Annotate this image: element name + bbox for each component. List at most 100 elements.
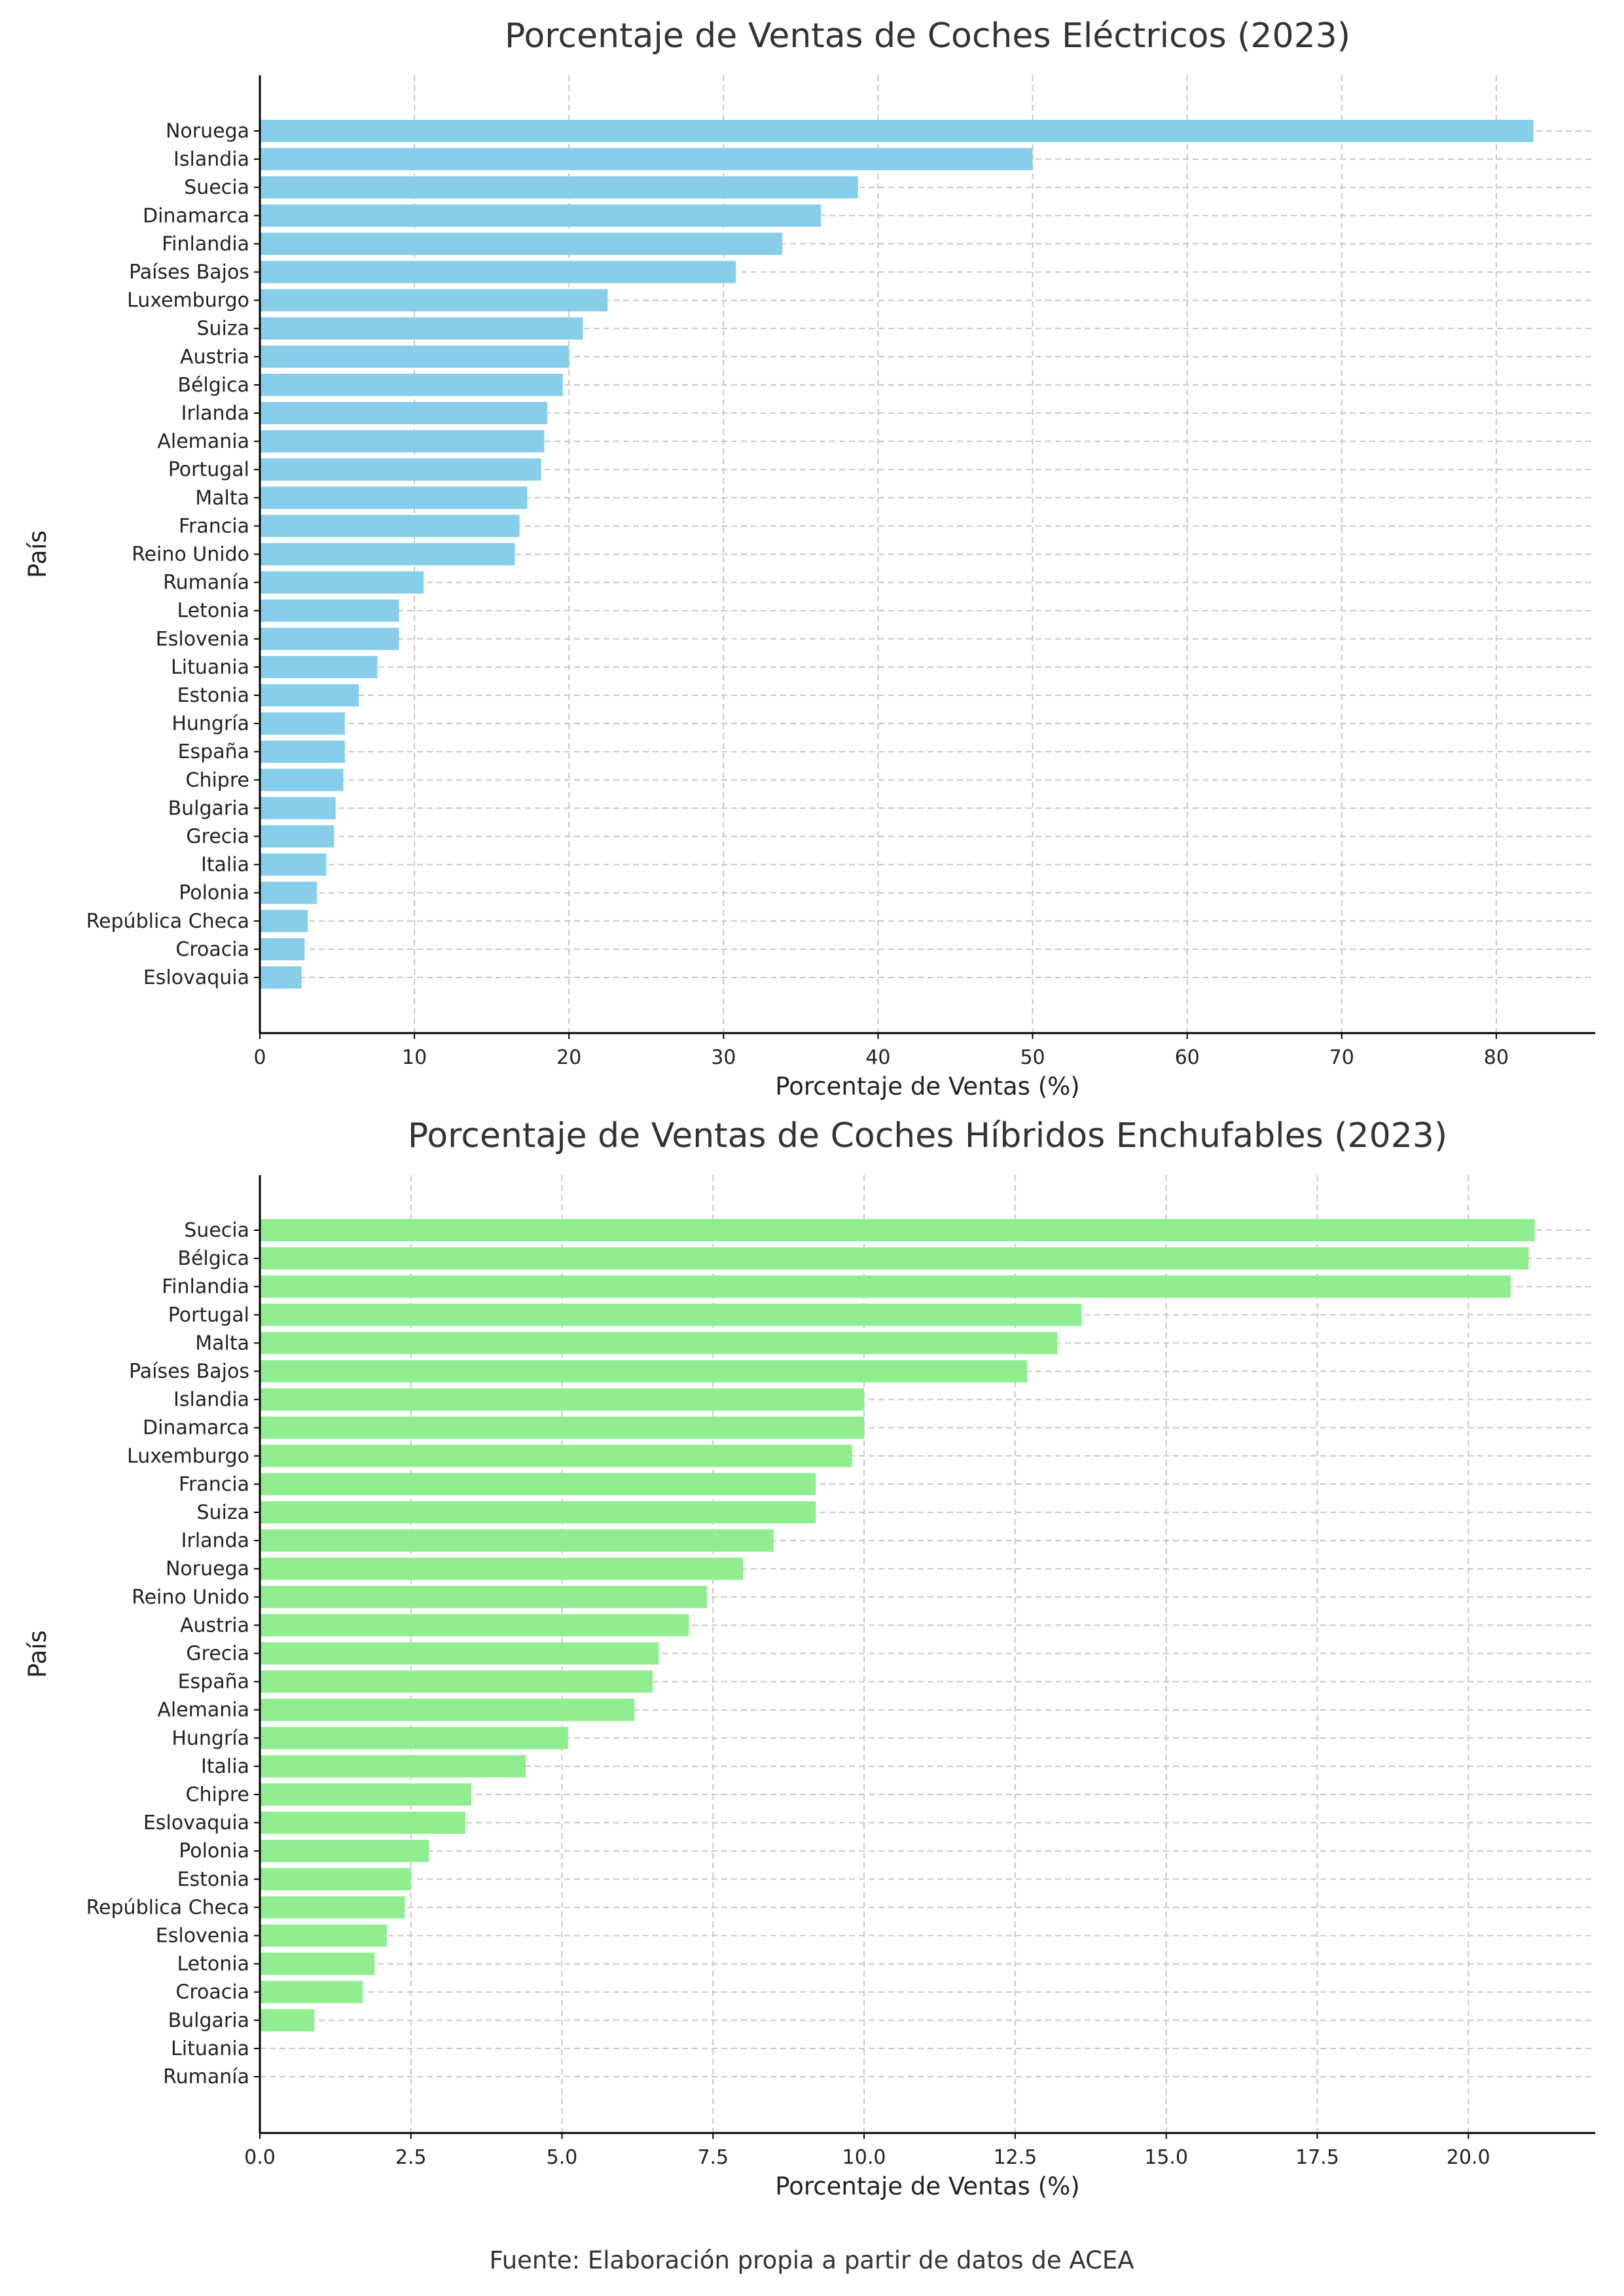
bar-hungria (260, 712, 345, 735)
bar-islandia (260, 148, 1033, 171)
y-tick-label-grecia: Grecia (186, 826, 249, 848)
y-tick-label-finlandia: Finlandia (162, 232, 249, 255)
source-note: Fuente: Elaboración propia a partir de d… (489, 2246, 1134, 2274)
x-tick-label: 5.0 (547, 2146, 578, 2169)
y-tick-label-finlandia: Finlandia (162, 1275, 249, 1298)
y-tick-label-italia: Italia (201, 1755, 249, 1778)
x-tick-label: 7.5 (697, 2146, 729, 2169)
bar-islandia (260, 1388, 865, 1411)
y-tick-label-republica-checa: República Checa (86, 1896, 249, 1919)
y-axis-label: País (24, 530, 52, 578)
bar-belgica (260, 1247, 1529, 1270)
bar-eslovaquia (260, 966, 302, 989)
y-tick-label-republica-checa: República Checa (86, 910, 249, 933)
y-tick-label-bulgaria: Bulgaria (168, 2009, 249, 2032)
x-tick-label: 17.5 (1295, 2146, 1339, 2169)
bar-paises-bajos (260, 1360, 1028, 1383)
bar-grecia (260, 1642, 659, 1665)
y-tick-label-letonia: Letonia (177, 1953, 250, 1976)
y-tick-label-letonia: Letonia (177, 600, 250, 623)
x-tick-label: 10 (402, 1046, 427, 1069)
y-tick-label-lituania: Lituania (171, 656, 249, 679)
y-tick-label-estonia: Estonia (177, 1868, 249, 1891)
y-tick-label-luxemburgo: Luxemburgo (127, 1445, 249, 1468)
bar-alemania (260, 430, 545, 453)
bar-eslovenia (260, 627, 399, 650)
bar-austria (260, 345, 569, 368)
bar-reino-unido (260, 543, 515, 566)
y-tick-label-noruega: Noruega (166, 120, 249, 143)
x-axis-label: Porcentaje de Ventas (%) (775, 2172, 1079, 2200)
bar-suecia (260, 1219, 1535, 1241)
chart-electric: Noruega Islandia Suecia Dinamarca Finlandia P… (24, 16, 1595, 1101)
bar-luxemburgo (260, 289, 608, 312)
x-tick-label: 0.0 (244, 2146, 276, 2169)
y-tick-label-suecia: Suecia (184, 1219, 249, 1242)
x-tick-label: 20 (556, 1046, 581, 1069)
y-tick-label-austria: Austria (180, 1614, 249, 1637)
x-tick-label: 12.5 (993, 2146, 1037, 2169)
x-tick-label: 30 (711, 1046, 736, 1069)
y-tick-label-portugal: Portugal (168, 1303, 249, 1326)
bar-chipre (260, 1783, 472, 1806)
bar-belgica (260, 373, 563, 396)
bar-hungria (260, 1726, 568, 1749)
chart-title: Porcentaje de Ventas de Coches Híbridos … (408, 1116, 1447, 1156)
bar-espana (260, 1670, 653, 1693)
y-tick-label-croacia: Croacia (175, 1981, 249, 2004)
y-tick-label-polonia: Polonia (179, 1840, 249, 1863)
bar-bulgaria (260, 797, 336, 820)
y-tick-label-eslovenia: Eslovenia (156, 1925, 249, 1948)
y-tick-label-noruega: Noruega (166, 1558, 249, 1580)
bar-rumania (260, 571, 424, 594)
y-tick-label-reino-unido: Reino Unido (132, 543, 249, 566)
y-tick-label-francia: Francia (179, 515, 249, 538)
bar-irlanda (260, 1529, 774, 1552)
y-tick-label-suiza: Suiza (196, 318, 249, 340)
x-tick-label: 2.5 (395, 2146, 427, 2169)
bar-bulgaria (260, 2009, 315, 2032)
y-tick-label-eslovenia: Eslovenia (156, 628, 249, 651)
y-tick-label-luxemburgo: Luxemburgo (127, 289, 249, 312)
chart-plugin-hybrid: Suecia Bélgica Finlandia Portugal Malta Paíse… (24, 1116, 1595, 2200)
x-axis-label: Porcentaje de Ventas (%) (775, 1072, 1079, 1101)
bar-eslovenia (260, 1924, 387, 1947)
y-tick-label-eslovaquia: Eslovaquia (143, 966, 249, 989)
y-tick-label-irlanda: Irlanda (181, 1529, 249, 1552)
x-tick-label: 70 (1329, 1046, 1354, 1069)
y-tick-label-grecia: Grecia (186, 1643, 249, 1666)
bar-malta (260, 1332, 1058, 1355)
y-tick-label-irlanda: Irlanda (181, 402, 249, 425)
y-tick-label-lituania: Lituania (171, 2037, 249, 2060)
y-tick-label-estonia: Estonia (177, 684, 249, 707)
y-tick-label-hungria: Hungría (171, 712, 249, 735)
y-tick-label-eslovaquia: Eslovaquia (143, 1812, 249, 1834)
y-tick-label-malta: Malta (195, 1332, 249, 1355)
bar-paises-bajos (260, 261, 736, 283)
bar-chipre (260, 769, 344, 792)
y-tick-label-belgica: Bélgica (177, 1247, 249, 1270)
y-tick-label-alemania: Alemania (157, 430, 249, 453)
bar-luxemburgo (260, 1444, 852, 1467)
bar-noruega (260, 120, 1534, 142)
bar-irlanda (260, 402, 548, 424)
y-tick-label-paises-bajos: Países Bajos (129, 261, 249, 284)
x-tick-label: 15.0 (1144, 2146, 1188, 2169)
y-tick-label-hungria: Hungría (171, 1727, 249, 1750)
bar-letonia (260, 1952, 375, 1975)
bar-lituania (260, 655, 378, 678)
bar-letonia (260, 599, 399, 622)
x-tick-label: 80 (1484, 1046, 1509, 1069)
y-tick-label-rumania: Rumanía (163, 572, 249, 594)
bar-suecia (260, 176, 858, 199)
bar-italia (260, 1755, 526, 1777)
y-tick-label-chipre: Chipre (186, 769, 249, 792)
y-tick-label-islandia: Islandia (173, 1389, 249, 1412)
bar-portugal (260, 458, 541, 481)
x-tick-label: 60 (1175, 1046, 1200, 1069)
y-tick-label-croacia: Croacia (175, 938, 249, 961)
y-tick-label-austria: Austria (180, 346, 249, 369)
bar-finlandia (260, 1275, 1511, 1298)
bar-dinamarca (260, 204, 821, 227)
